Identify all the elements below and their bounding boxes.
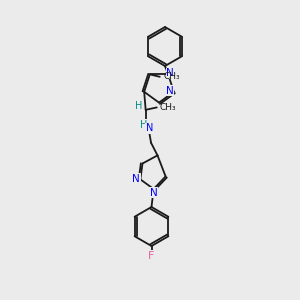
Text: N: N (132, 174, 140, 184)
Text: CH₃: CH₃ (160, 103, 176, 112)
Text: N: N (146, 123, 153, 134)
Text: N: N (150, 188, 158, 198)
Text: H: H (135, 101, 143, 111)
Text: N: N (166, 85, 173, 96)
Text: F: F (148, 250, 155, 261)
Text: CH₃: CH₃ (163, 72, 180, 81)
Text: H: H (140, 120, 148, 130)
Text: N: N (166, 68, 174, 78)
